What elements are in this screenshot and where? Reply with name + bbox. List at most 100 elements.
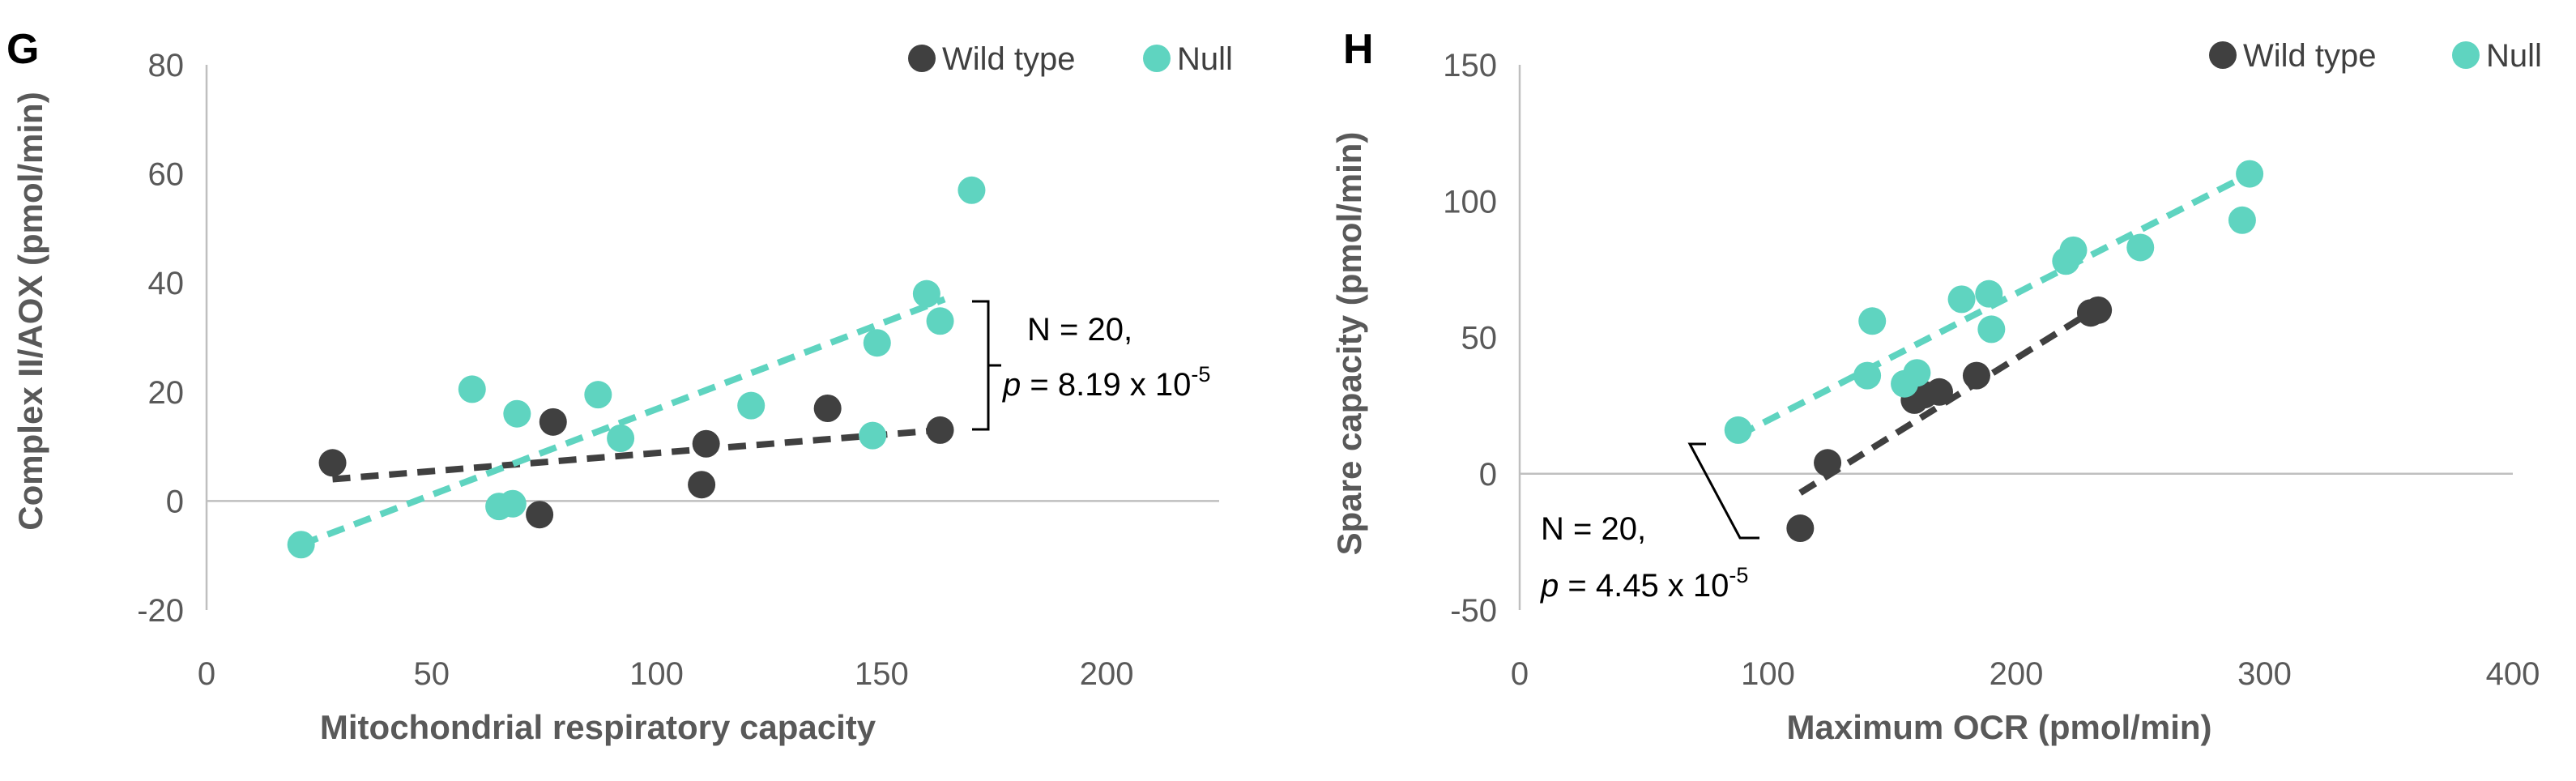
g-point-null [458, 375, 486, 403]
h-point-wild-type [2084, 296, 2113, 324]
g-point-null [607, 425, 635, 453]
h-legend-marker-wild-type [2209, 41, 2237, 69]
g-y-tick-label: 0 [166, 484, 184, 519]
g-y-tick-label: 20 [148, 375, 185, 411]
h-point-null [2236, 160, 2264, 188]
h-x-tick-label: 100 [1741, 656, 1795, 692]
g-point-null [926, 307, 954, 335]
g-legend-marker-wild-type [908, 45, 936, 72]
h-y-tick-label: 100 [1443, 184, 1497, 220]
h-point-null [1853, 361, 1882, 390]
g-y-tick-labels: -20 0 20 40 60 80 [137, 48, 184, 629]
h-point-null [1947, 285, 1976, 314]
h-point-wild-type [1962, 361, 1990, 390]
h-x-tick-label: 400 [2486, 656, 2540, 692]
g-y-tick-label: 60 [148, 157, 185, 193]
h-y-tick-label: 0 [1479, 457, 1497, 493]
g-point-null [863, 329, 891, 357]
h-x-tick-label: 200 [1990, 656, 2044, 692]
h-points [1724, 160, 2264, 543]
h-annotation-p: p = 4.45 x 10-5 [1540, 563, 1748, 604]
h-legend-wild-type: Wild type [2243, 38, 2377, 74]
h-y-axis-title: Spare capacity (pmol/min) [1330, 132, 1368, 556]
h-annotation-p-symbol: p [1540, 568, 1559, 604]
g-point-wild-type [926, 416, 954, 444]
h-point-null [1975, 280, 2003, 308]
g-point-null [287, 531, 315, 559]
g-x-tick-label: 50 [414, 656, 450, 692]
h-point-null [2126, 233, 2155, 262]
g-annotation: N = 20, p = 8.19 x 10-5 [972, 300, 1210, 431]
g-axes [205, 65, 1219, 610]
h-point-null [1858, 307, 1887, 335]
g-legend-null: Null [1177, 41, 1233, 77]
g-point-wild-type [813, 394, 842, 422]
h-y-tick-label: 150 [1443, 48, 1497, 83]
panel-g: G -20 0 20 40 60 80 0 50 100 150 200 Complex II/A… [6, 26, 1233, 746]
g-annotation-p-value: = 8.19 x 10 [1021, 367, 1191, 403]
g-x-tick-label: 100 [629, 656, 684, 692]
g-annotation-p: p = 8.19 x 10-5 [1002, 362, 1210, 403]
h-point-null [1724, 416, 1752, 444]
g-point-wild-type [692, 429, 720, 458]
g-y-axis-title: Complex II/AOX (pmol/min) [11, 92, 49, 530]
g-x-tick-labels: 0 50 100 150 200 [198, 656, 1134, 692]
g-point-null [912, 280, 940, 308]
g-annotation-n: N = 20, [1027, 312, 1132, 348]
h-legend-marker-null [2452, 41, 2480, 69]
h-point-null [2228, 206, 2256, 234]
panel-label-h: H [1343, 26, 1374, 73]
h-point-wild-type [1786, 514, 1815, 543]
g-point-null [498, 489, 527, 518]
g-point-null [737, 391, 766, 420]
g-point-null [503, 399, 531, 428]
h-axes [1518, 65, 2513, 610]
g-x-tick-label: 0 [198, 656, 215, 692]
h-y-tick-label: -50 [1450, 593, 1497, 629]
h-x-tick-labels: 0 100 200 300 400 [1511, 656, 2540, 692]
h-point-wild-type [1925, 378, 1953, 406]
h-bracket [1687, 442, 1759, 540]
h-point-wild-type [1814, 449, 1842, 477]
g-point-wild-type [526, 501, 554, 529]
h-annotation-n: N = 20, [1541, 511, 1646, 547]
h-legend-null: Null [2486, 38, 2542, 74]
g-y-tick-label: 80 [148, 48, 185, 83]
g-legend-marker-null [1143, 45, 1171, 72]
g-x-tick-label: 200 [1080, 656, 1134, 692]
panel-h: H -50 0 50 100 150 0 100 200 300 400 Spare capac… [1330, 26, 2542, 746]
h-x-axis-title: Maximum OCR (pmol/min) [1786, 708, 2211, 746]
g-y-tick-label: -20 [137, 593, 184, 629]
h-annotation-p-exponent: -5 [1729, 563, 1748, 587]
h-point-null [1903, 359, 1931, 387]
g-annotation-p-symbol: p [1002, 367, 1021, 403]
g-x-axis-title: Mitochondrial respiratory capacity [320, 708, 876, 746]
h-point-null [2059, 236, 2088, 264]
g-points [287, 176, 986, 559]
g-annotation-p-exponent: -5 [1191, 362, 1210, 386]
h-point-null [1977, 315, 2006, 344]
g-y-tick-label: 40 [148, 266, 185, 301]
h-legend: Wild type Null [2209, 38, 2542, 74]
panel-label-g: G [6, 26, 39, 73]
g-point-wild-type [688, 471, 716, 499]
g-trendlines [300, 296, 946, 548]
g-bracket [972, 300, 1001, 431]
g-point-null [957, 176, 986, 204]
g-trendline-null [300, 296, 946, 548]
g-point-null [584, 381, 612, 409]
h-y-tick-label: 50 [1461, 321, 1498, 356]
h-x-tick-label: 300 [2237, 656, 2292, 692]
g-point-null [859, 421, 887, 450]
h-annotation-p-value: = 4.45 x 10 [1559, 568, 1729, 604]
g-legend: Wild type Null [908, 41, 1233, 77]
g-point-wild-type [539, 408, 567, 436]
g-point-wild-type [318, 449, 347, 477]
h-y-tick-labels: -50 0 50 100 150 [1443, 48, 1497, 629]
h-annotation: N = 20, p = 4.45 x 10-5 [1540, 442, 1759, 604]
g-legend-wild-type: Wild type [942, 41, 1076, 77]
g-x-tick-label: 150 [855, 656, 909, 692]
g-trendline-wild-type [332, 426, 940, 483]
h-x-tick-label: 0 [1511, 656, 1529, 692]
